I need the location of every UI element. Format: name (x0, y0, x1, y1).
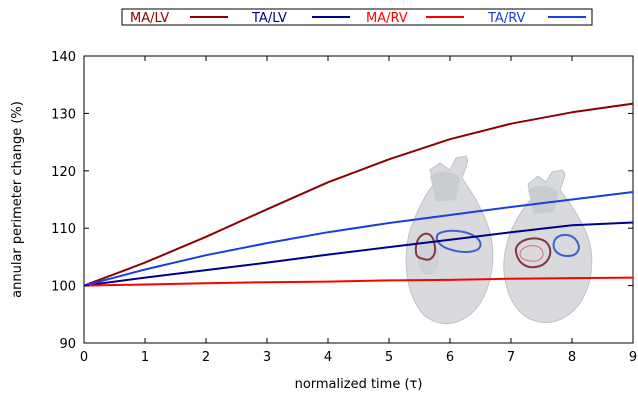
series-layer (83, 102, 634, 287)
series-line-ma-rv (83, 276, 634, 287)
x-tick-label: 9 (629, 350, 637, 365)
ticks-layer: 0 1 2 3 4 5 6 7 8 9 90 100 110 120 130 140 (51, 50, 637, 365)
x-tick-label: 3 (263, 350, 271, 365)
y-tick-label: 120 (51, 165, 76, 180)
series-line-ta-rv (83, 191, 634, 287)
y-tick-label: 90 (59, 337, 76, 352)
legend-label: TA/RV (487, 11, 526, 26)
x-tick-label: 0 (80, 350, 88, 365)
x-axis-label: normalized time (τ) (295, 377, 423, 392)
plot-frame (83, 55, 634, 344)
x-tick-label: 2 (202, 350, 210, 365)
heart-illustration-right (503, 169, 593, 323)
y-tick-label: 140 (51, 50, 76, 65)
y-tick-label: 110 (51, 222, 76, 237)
x-tick-label: 6 (446, 350, 454, 365)
series-line-ma-lv (83, 102, 634, 287)
y-tick-label: 130 (51, 107, 76, 122)
x-tick-label: 1 (141, 350, 149, 365)
x-tick-label: 7 (507, 350, 515, 365)
legend-label: TA/LV (251, 11, 287, 26)
x-tick-label: 8 (568, 350, 576, 365)
legend-box (121, 8, 593, 26)
x-tick-label: 5 (385, 350, 393, 365)
y-tick-label: 100 (51, 280, 76, 295)
legend: MA/LV TA/LV MA/RV TA/RV (121, 8, 593, 26)
legend-label: MA/RV (366, 11, 408, 26)
x-tick-label: 4 (324, 350, 332, 365)
y-axis-label: annular perimeter change (%) (10, 101, 25, 298)
legend-label: MA/LV (130, 11, 169, 26)
series-line-ta-lv (83, 221, 634, 287)
